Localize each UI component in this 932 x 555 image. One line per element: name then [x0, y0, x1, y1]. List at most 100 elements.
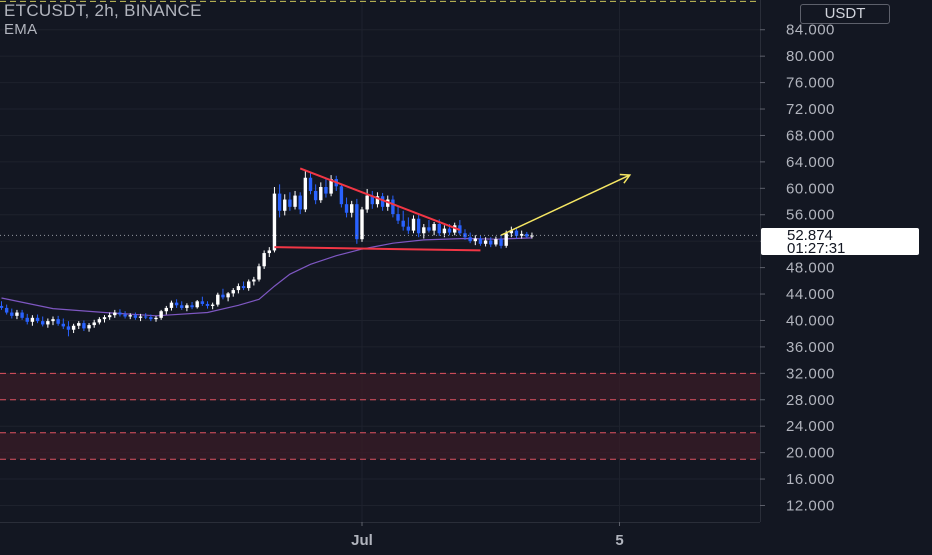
candle-body [339, 186, 344, 205]
candle-body [422, 227, 426, 234]
candle-body [30, 317, 35, 322]
candle [499, 235, 503, 249]
candle-body [97, 319, 102, 323]
candle-body [71, 325, 76, 330]
candle [262, 250, 266, 269]
candle-body [509, 230, 514, 234]
candle [66, 321, 71, 337]
price-tick-label: 84.000 [786, 22, 835, 39]
price-tick-label: 28.000 [786, 392, 835, 409]
candle [113, 309, 117, 318]
candle [241, 281, 246, 291]
candle [494, 236, 498, 247]
candle [46, 318, 50, 328]
candle [221, 288, 225, 300]
candle-body [473, 238, 477, 242]
candle [107, 312, 112, 320]
candle-body [221, 294, 225, 298]
candle-body [35, 317, 40, 322]
candle [169, 300, 174, 311]
candle-body [123, 314, 127, 317]
candle [216, 292, 220, 307]
candle-body [360, 209, 364, 240]
candle-body [51, 319, 55, 322]
candles [0, 169, 534, 337]
candle-body [200, 301, 205, 304]
candle [272, 186, 277, 253]
ema-line [1, 237, 533, 317]
price-tick-label: 12.000 [786, 497, 835, 514]
candle [210, 302, 215, 310]
current-price-label: 52.874 01:27:31 [761, 227, 919, 256]
candle-body [391, 199, 395, 215]
candle-body [138, 316, 143, 318]
candle-body [375, 196, 380, 205]
candle [190, 301, 194, 310]
candle-body [144, 316, 148, 318]
candle-body [416, 218, 421, 234]
price-tick-label: 72.000 [786, 101, 835, 118]
candle-body [180, 305, 184, 308]
candle-body [133, 315, 138, 318]
candle-body [447, 228, 452, 233]
candle-body [437, 223, 441, 234]
candle-body [257, 266, 261, 280]
candle-body [46, 321, 50, 325]
indicator-label[interactable]: EMA [4, 21, 38, 38]
candle [92, 319, 96, 328]
candle [380, 192, 385, 211]
candle-body [396, 214, 400, 221]
candle [530, 232, 534, 239]
candle [483, 237, 488, 247]
candle-body [195, 301, 199, 308]
candle [4, 304, 9, 315]
candle [138, 313, 143, 322]
candle-body [432, 223, 436, 231]
price-tick-label: 64.000 [786, 154, 835, 171]
candle [87, 323, 91, 332]
candle [478, 235, 483, 246]
candle-body [25, 317, 29, 322]
candle-body [92, 322, 96, 326]
candle [133, 312, 138, 320]
ema-path [1, 237, 533, 317]
candle [195, 299, 199, 309]
candle [128, 313, 132, 320]
candle-body [303, 177, 308, 210]
trend-drawings [274, 167, 632, 252]
candle [396, 206, 400, 224]
price-tick-label: 40.000 [786, 312, 835, 329]
candle-body [350, 204, 354, 213]
candle [15, 309, 19, 320]
upper-trendline [299, 167, 461, 231]
candle-body [226, 293, 230, 298]
symbol-title[interactable]: ETCUSDT, 2h, BINANCE [4, 1, 202, 20]
candle [226, 292, 230, 302]
candle [10, 308, 14, 319]
candle [303, 169, 308, 213]
candle [293, 190, 297, 210]
candle-body [4, 307, 9, 313]
candle [35, 314, 40, 324]
candle [432, 222, 436, 236]
currency-button[interactable]: USDT [800, 4, 890, 24]
candle [375, 192, 380, 208]
candle-body [128, 315, 132, 317]
candle-body [313, 190, 318, 201]
price-tick-label: 44.000 [786, 286, 835, 303]
candle [185, 303, 189, 312]
candle-body [365, 195, 369, 210]
candle-body [277, 193, 282, 211]
candle-body [87, 325, 91, 329]
candle [123, 311, 127, 319]
candle [525, 231, 529, 238]
candle [97, 317, 102, 325]
candle [406, 217, 411, 234]
price-tick-label: 68.000 [786, 127, 835, 144]
candle-body [499, 239, 503, 246]
candle [41, 316, 45, 327]
current-price-value: 52.874 [787, 227, 833, 244]
lower-trendline [274, 246, 481, 252]
